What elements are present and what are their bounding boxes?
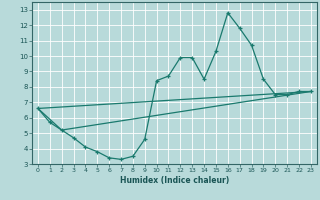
X-axis label: Humidex (Indice chaleur): Humidex (Indice chaleur): [120, 176, 229, 185]
